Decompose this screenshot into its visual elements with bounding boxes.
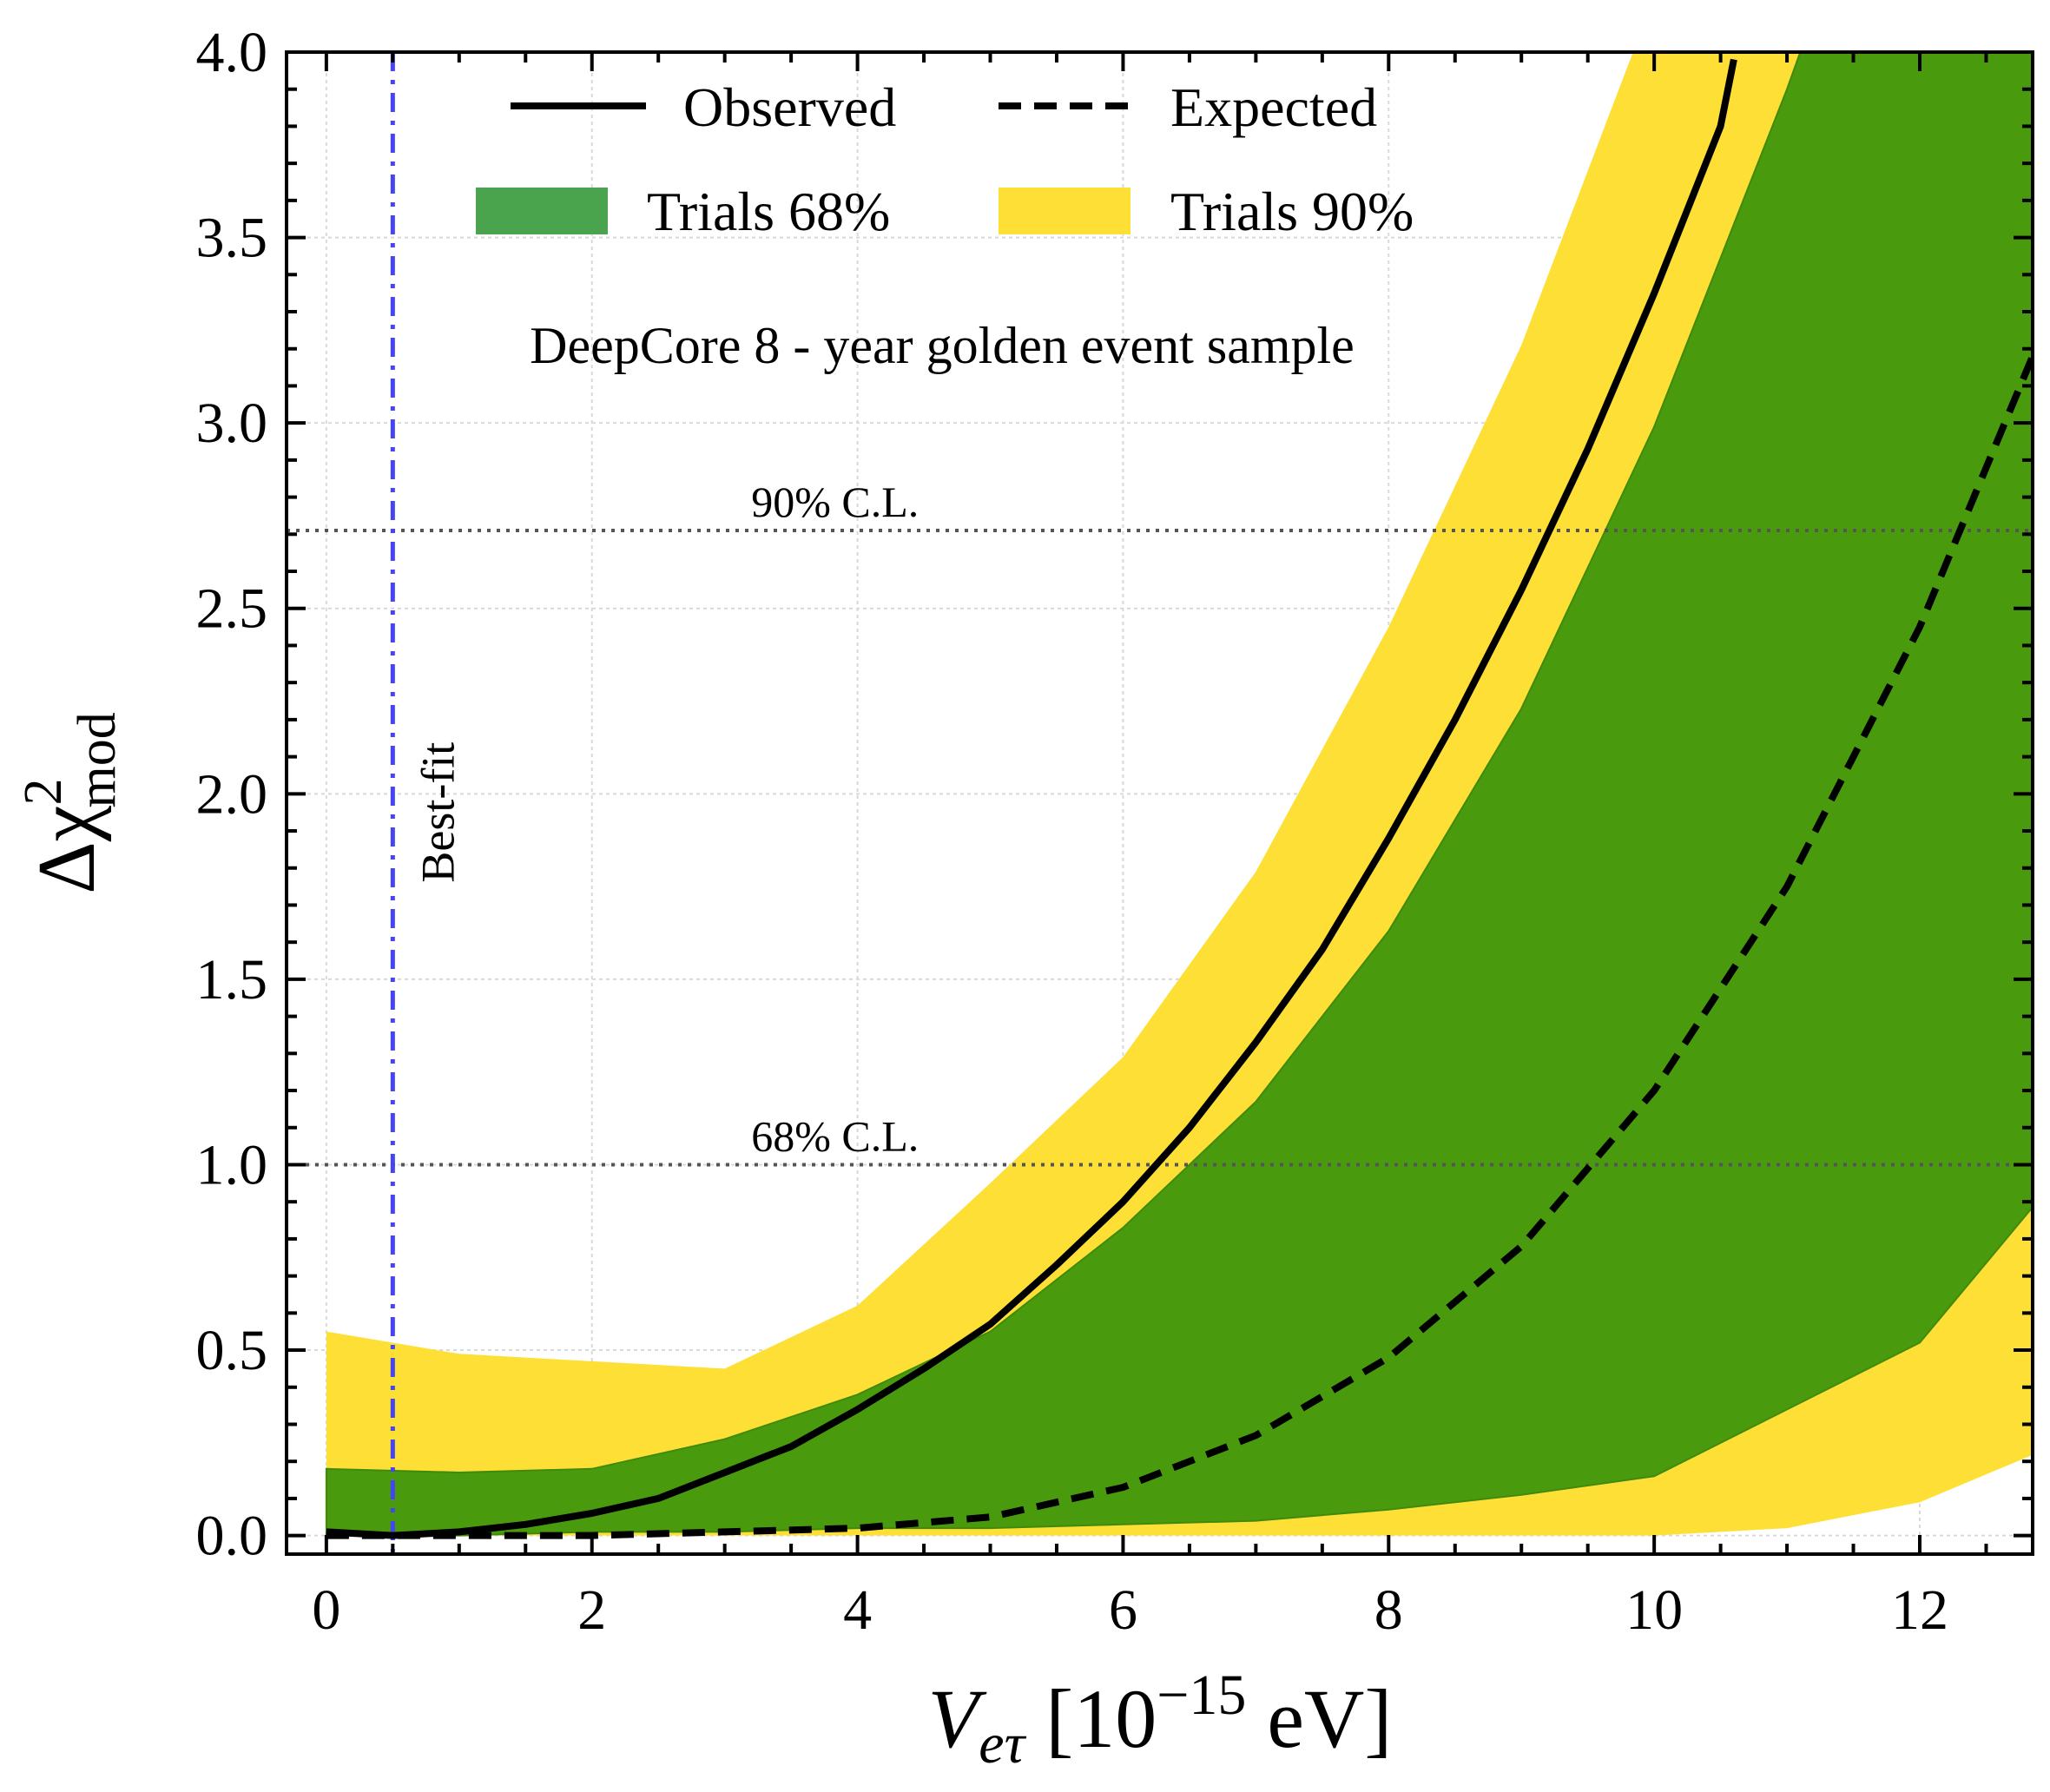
x-axis-label-sup: −15 (1157, 1664, 1246, 1727)
y-tick-label: 3.0 (196, 392, 268, 455)
x-axis-label-rest: [10 (1025, 1672, 1157, 1765)
x-tick-label: 6 (1109, 1578, 1137, 1642)
y-axis-label-sub: mod (68, 712, 127, 807)
y-tick-label: 0.5 (196, 1319, 268, 1382)
sample-annotation: DeepCore 8 - year golden event sample (530, 317, 1355, 374)
legend-trials68-patch (476, 188, 608, 234)
plot-frame (285, 50, 2034, 1556)
x-tick-label: 10 (1625, 1578, 1683, 1642)
y-tick-label: 2.5 (196, 577, 268, 641)
x-axis-label-var: V (928, 1672, 987, 1765)
x-tick-label: 12 (1891, 1578, 1948, 1642)
y-axis-label-sup: 2 (14, 779, 73, 806)
y-axis-label-main: Δχ (22, 805, 112, 893)
cl90-label: 90% C.L. (751, 478, 919, 526)
y-tick-label: 1.5 (196, 948, 268, 1011)
x-axis-label: Veτ [10−15 eV] (928, 1664, 1393, 1776)
x-axis-label-unit: eV] (1246, 1672, 1392, 1765)
y-tick-label: 2.0 (196, 762, 268, 826)
legend-trials90-label: Trials 90% (1170, 181, 1414, 242)
observed-series-line (326, 58, 1737, 1539)
y-tick-label: 1.0 (196, 1133, 268, 1196)
x-tick-label: 8 (1374, 1578, 1403, 1642)
x-axis-ticks: 0 2 4 6 8 10 12 (312, 52, 1988, 1642)
y-tick-label: 3.5 (196, 207, 268, 270)
legend-trials68-label: Trials 68% (647, 181, 890, 242)
x-axis-label-sub: eτ (979, 1712, 1026, 1776)
y-tick-label: 4.0 (196, 21, 268, 84)
cl68-label: 68% C.L. (751, 1111, 919, 1160)
x-tick-label: 0 (312, 1578, 340, 1642)
x-tick-label: 2 (577, 1578, 606, 1642)
expected-series-line (326, 354, 2033, 1539)
y-axis-label: Δχ2mod (14, 712, 127, 893)
legend-expected-label: Expected (1170, 76, 1377, 138)
y-axis-ticks: 0.0 0.5 1.0 1.5 2.0 2.5 3.0 3.5 4.0 (196, 21, 2033, 1568)
legend-observed-label: Observed (683, 76, 896, 138)
x-tick-label: 4 (843, 1578, 872, 1642)
best-fit-label: Best-fit (412, 742, 464, 883)
y-tick-label: 0.0 (196, 1505, 268, 1568)
legend-trials90-patch (999, 188, 1130, 234)
legend: Observed Expected Trials 68% Trials 90% (476, 76, 1414, 242)
